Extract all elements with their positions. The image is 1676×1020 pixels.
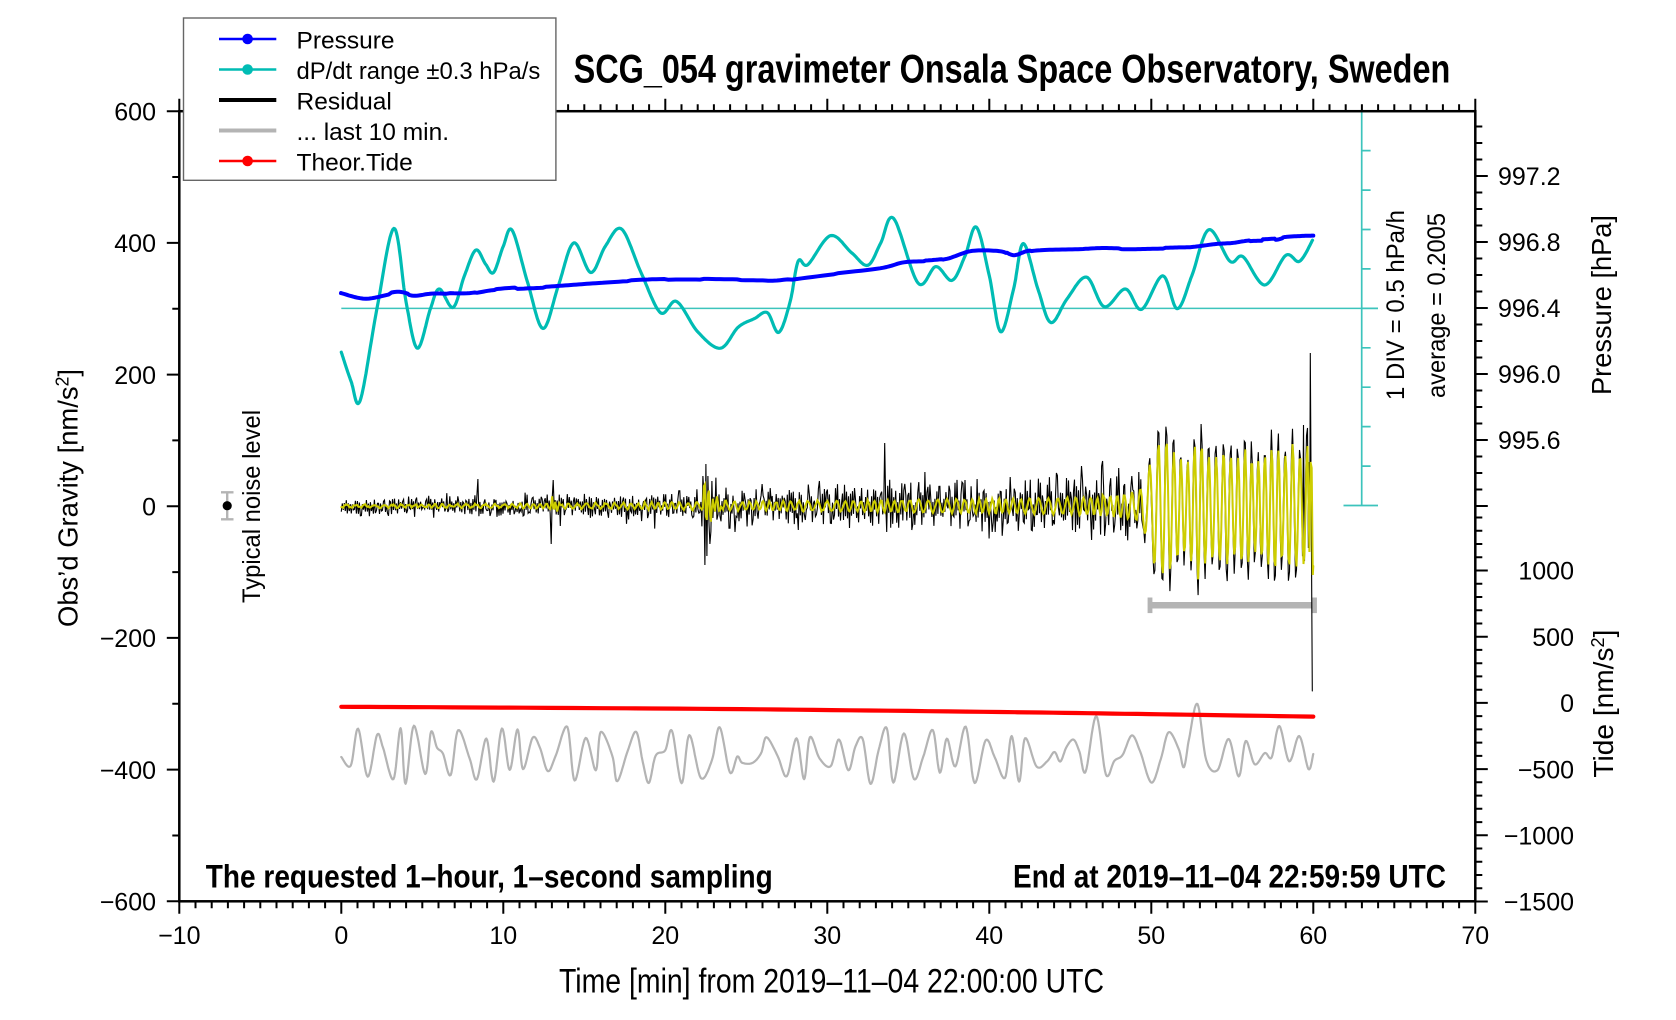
svg-text:997.2: 997.2 xyxy=(1498,163,1561,191)
svg-text:995.6: 995.6 xyxy=(1498,427,1561,455)
svg-text:−200: −200 xyxy=(100,625,156,653)
svg-text:70: 70 xyxy=(1461,922,1489,950)
svg-text:1 DIV = 0.5 hPa/h: 1 DIV = 0.5 hPa/h xyxy=(1382,210,1410,400)
svg-text:996.0: 996.0 xyxy=(1498,361,1561,389)
svg-text:Tide [nm/s2]: Tide [nm/s2] xyxy=(1588,630,1619,778)
svg-text:SCG_054 gravimeter Onsala Spac: SCG_054 gravimeter Onsala Space Observat… xyxy=(574,47,1451,91)
svg-text:30: 30 xyxy=(813,922,841,950)
svg-text:Typical noise level: Typical noise level xyxy=(238,410,266,603)
svg-text:0: 0 xyxy=(334,922,348,950)
svg-text:Time [min] from 2019–11–04 22:: Time [min] from 2019–11–04 22:00:00 UTC xyxy=(559,963,1104,1001)
svg-text:dP/dt range ±0.3 hPa/s: dP/dt range ±0.3 hPa/s xyxy=(297,58,541,85)
svg-text:Pressure: Pressure xyxy=(297,27,395,54)
svg-text:50: 50 xyxy=(1137,922,1165,950)
svg-text:40: 40 xyxy=(975,922,1003,950)
svg-text:Pressure [hPa]: Pressure [hPa] xyxy=(1586,215,1617,395)
svg-text:Residual: Residual xyxy=(297,88,392,115)
svg-text:600: 600 xyxy=(114,98,156,126)
svg-text:−10: −10 xyxy=(158,922,200,950)
svg-text:−1500: −1500 xyxy=(1504,889,1574,917)
svg-text:1000: 1000 xyxy=(1518,558,1574,586)
svg-text:20: 20 xyxy=(651,922,679,950)
svg-text:500: 500 xyxy=(1532,624,1574,652)
svg-text:Theor.Tide: Theor.Tide xyxy=(297,149,413,176)
svg-text:0: 0 xyxy=(1560,690,1574,718)
svg-text:average = 0.2005: average = 0.2005 xyxy=(1423,213,1451,398)
svg-text:Obs’d Gravity [nm/s2]: Obs’d Gravity [nm/s2] xyxy=(53,369,84,627)
svg-text:End at 2019–11–04 22:59:59 UTC: End at 2019–11–04 22:59:59 UTC xyxy=(1013,858,1446,894)
svg-text:60: 60 xyxy=(1299,922,1327,950)
svg-text:The requested 1–hour, 1–second: The requested 1–hour, 1–second sampling xyxy=(206,858,773,894)
svg-text:996.8: 996.8 xyxy=(1498,229,1561,257)
svg-text:−1000: −1000 xyxy=(1504,823,1574,851)
svg-text:10: 10 xyxy=(489,922,517,950)
svg-text:200: 200 xyxy=(114,362,156,390)
svg-text:... last 10 min.: ... last 10 min. xyxy=(297,119,450,146)
svg-text:0: 0 xyxy=(142,493,156,521)
svg-text:400: 400 xyxy=(114,230,156,258)
svg-text:996.4: 996.4 xyxy=(1498,295,1561,323)
svg-text:−500: −500 xyxy=(1518,756,1574,784)
svg-text:−400: −400 xyxy=(100,757,156,785)
svg-text:−600: −600 xyxy=(100,889,156,917)
